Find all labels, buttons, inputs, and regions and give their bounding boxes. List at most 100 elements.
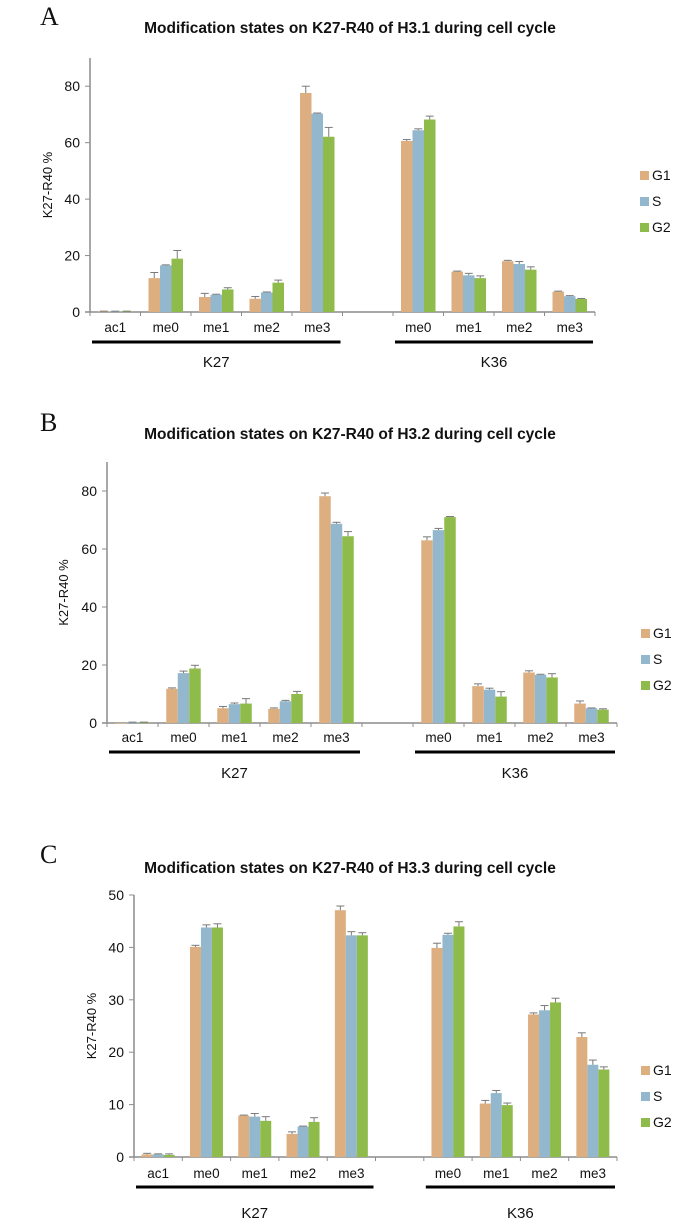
y-tick-label: 10 xyxy=(108,1097,124,1113)
panel-label: A xyxy=(40,2,59,31)
bar xyxy=(431,947,443,1157)
legend-swatch xyxy=(640,197,649,206)
x-tick-label: me1 xyxy=(203,320,229,335)
legend-swatch xyxy=(641,1118,650,1127)
x-tick-label: me2 xyxy=(531,1166,557,1181)
bar xyxy=(356,935,368,1157)
y-axis-label: K27-R40 % xyxy=(84,992,99,1059)
bar xyxy=(141,1154,153,1157)
x-tick-label: me0 xyxy=(153,320,179,335)
bar xyxy=(575,299,587,312)
bar xyxy=(222,289,234,312)
legend-swatch xyxy=(641,1092,650,1101)
bar xyxy=(534,674,547,723)
bar xyxy=(401,140,413,312)
x-tick-label: me2 xyxy=(527,730,553,745)
bar xyxy=(574,703,586,723)
x-tick-label: ac1 xyxy=(104,320,126,335)
bar xyxy=(297,1126,309,1157)
chart-title: Modification states on K27-R40 of H3.3 d… xyxy=(144,860,556,877)
bar xyxy=(330,523,343,723)
bar xyxy=(552,291,564,312)
bar xyxy=(421,540,433,723)
bar xyxy=(261,292,273,312)
bar xyxy=(238,1115,250,1157)
legend-label: G1 xyxy=(653,625,672,641)
bar xyxy=(240,703,252,723)
bar xyxy=(268,708,280,723)
bar xyxy=(279,701,292,723)
x-tick-label: me3 xyxy=(323,730,349,745)
y-tick-label: 50 xyxy=(108,887,124,903)
y-tick-label: 20 xyxy=(81,657,97,673)
bar xyxy=(210,294,222,312)
bar xyxy=(463,275,475,312)
bar xyxy=(432,530,445,723)
bar xyxy=(539,1010,551,1157)
bar xyxy=(546,677,558,723)
bar xyxy=(513,264,525,312)
x-tick-label: me3 xyxy=(578,730,604,745)
bar xyxy=(474,278,486,312)
y-tick-label: 30 xyxy=(108,992,124,1008)
x-tick-label: me0 xyxy=(425,730,451,745)
y-tick-label: 0 xyxy=(89,715,97,731)
bar xyxy=(576,1037,588,1157)
x-tick-label: me2 xyxy=(290,1166,316,1181)
legend-swatch xyxy=(641,629,650,638)
bar xyxy=(163,1154,175,1157)
bar xyxy=(308,1121,320,1157)
bar xyxy=(501,1105,513,1157)
bar xyxy=(166,688,178,723)
x-tick-label: me2 xyxy=(254,320,280,335)
y-tick-label: 80 xyxy=(64,78,80,94)
bar xyxy=(98,311,110,313)
legend-swatch xyxy=(641,655,650,664)
legend-label: G2 xyxy=(652,219,671,235)
panel-label: C xyxy=(40,840,58,869)
bar xyxy=(495,696,507,723)
bar xyxy=(528,1014,540,1157)
bar xyxy=(334,910,346,1157)
x-tick-label: me3 xyxy=(557,320,583,335)
legend-label: G1 xyxy=(653,1062,672,1078)
bar xyxy=(286,1133,298,1157)
bar xyxy=(199,297,211,312)
bar xyxy=(451,271,463,312)
bar xyxy=(479,1103,491,1157)
x-tick-label: me2 xyxy=(506,320,532,335)
bar xyxy=(319,496,331,723)
x-tick-label: me3 xyxy=(580,1166,606,1181)
bar xyxy=(472,686,484,723)
bar xyxy=(249,1116,261,1157)
group-label: K27 xyxy=(203,354,230,371)
x-tick-label: me1 xyxy=(221,730,247,745)
bar xyxy=(109,311,121,313)
y-tick-label: 40 xyxy=(64,191,80,207)
y-tick-label: 60 xyxy=(81,541,97,557)
bar xyxy=(272,282,284,312)
bar xyxy=(483,689,496,723)
group-label: K36 xyxy=(507,1205,534,1222)
bar xyxy=(126,722,139,724)
legend-swatch xyxy=(641,681,650,690)
x-tick-label: ac1 xyxy=(122,730,144,745)
bar xyxy=(228,704,241,723)
bar-chart: 0 10 20 30 40 50 K27-R40 % ac1 me0 me1 me2 me3 me0 me… xyxy=(84,887,672,1222)
bar xyxy=(587,1064,599,1157)
legend-label: S xyxy=(653,1088,662,1104)
legend-label: G2 xyxy=(653,677,672,693)
bar xyxy=(138,722,150,724)
bar xyxy=(323,136,335,312)
x-tick-label: me0 xyxy=(170,730,196,745)
bar xyxy=(442,934,454,1157)
y-tick-label: 0 xyxy=(72,304,80,320)
x-tick-label: me0 xyxy=(193,1166,219,1181)
x-tick-label: me1 xyxy=(242,1166,268,1181)
bar xyxy=(564,296,576,312)
bar xyxy=(345,935,357,1157)
bar xyxy=(121,311,133,313)
bar xyxy=(291,694,303,723)
legend-label: G1 xyxy=(652,167,671,183)
legend-label: S xyxy=(652,193,661,209)
